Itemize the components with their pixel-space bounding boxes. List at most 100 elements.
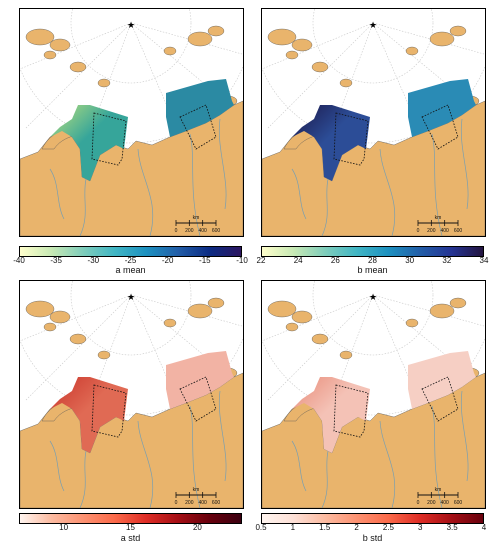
colorbar-b-mean [261, 246, 484, 257]
scale-tick-label: 0 [175, 500, 178, 506]
land-mainland [20, 372, 243, 508]
land-mainland [262, 372, 485, 508]
scale-tick-label: 600 [212, 500, 221, 506]
land-island [311, 61, 329, 73]
region-boxes [91, 376, 217, 438]
rivers [49, 390, 227, 508]
land-island [43, 322, 57, 332]
colorbar-tick-label: 34 [479, 256, 489, 265]
land-island [97, 350, 111, 360]
scale-tick-label: 600 [212, 228, 221, 234]
rivers [291, 118, 469, 236]
scale-tick-label: 400 [440, 228, 449, 234]
colorbar-tick-label: 20 [192, 523, 202, 532]
colorbar-title-b-mean: b mean [357, 265, 388, 275]
land-island [49, 38, 71, 52]
scale-tick-label: 0 [175, 228, 178, 234]
colorbar-tick-label: 1.5 [319, 523, 331, 532]
land-island [285, 50, 299, 60]
colorbar-tick-label: 26 [330, 256, 340, 265]
colorbar-tick-label: -30 [87, 256, 100, 265]
map-b-mean: ★ km 0 200 400 600 [261, 8, 486, 237]
scale-bar: km 0 200 400 600 [175, 487, 221, 506]
colorbar-ticks-a-std: 10 15 20 [19, 523, 242, 535]
data-swath-west [292, 105, 370, 181]
colorbar-tick-label: 0.5 [255, 523, 267, 532]
north-pole-marker: ★ [369, 293, 377, 303]
scale-unit: km [193, 215, 200, 221]
map-a-mean: ★ km 0 200 400 600 [19, 8, 244, 237]
scale-tick-label: 200 [427, 228, 436, 234]
scale-tick-label: 0 [417, 500, 420, 506]
map-b-std: ★ km 0 200 400 600 [261, 280, 486, 509]
colorbar-ticks-b-std: 0.5 1 1.5 2 2.5 3 3.5 4 [255, 523, 486, 535]
colorbar-tick-label: 15 [126, 523, 135, 532]
colorbar-a-std [19, 513, 242, 524]
land-island [49, 310, 71, 324]
scale-unit: km [435, 487, 442, 493]
land-island [449, 297, 467, 309]
land-island [405, 46, 419, 56]
scale-tick-label: 0 [417, 228, 420, 234]
scale-tick-label: 600 [454, 500, 463, 506]
land-island [25, 28, 55, 46]
land-island [285, 322, 299, 332]
scale-tick-label: 400 [440, 500, 449, 506]
rivers [291, 390, 469, 508]
scale-tick-label: 600 [454, 228, 463, 234]
colorbar-tick-label: 24 [293, 256, 303, 265]
land-mainland [262, 100, 485, 236]
data-swath-west [292, 377, 370, 453]
colorbar-tick-label: 22 [256, 256, 266, 265]
colorbar-tick-label: 32 [442, 256, 452, 265]
land-island [267, 300, 297, 318]
land-island [339, 78, 353, 88]
land-island [163, 46, 177, 56]
colorbar-tick-label: 28 [368, 256, 377, 265]
north-pole-marker: ★ [369, 21, 377, 31]
colorbar-tick-label: 2.5 [382, 523, 394, 532]
colorbar-title-a-mean: a mean [115, 265, 146, 275]
region-boxes [91, 104, 217, 166]
region-boxes [333, 104, 459, 166]
land-island [69, 333, 87, 345]
scale-unit: km [435, 215, 442, 221]
scale-bar: km 0 200 400 600 [417, 215, 463, 234]
scale-tick-label: 200 [427, 500, 436, 506]
data-swath-west [50, 105, 128, 181]
land-island [311, 333, 329, 345]
colorbar-tick-label: 3.5 [446, 523, 458, 532]
colorbar-tick-label: -35 [50, 256, 62, 265]
land-island [429, 31, 455, 47]
land-island [187, 31, 213, 47]
map-canvas: ★ km 0 200 400 600 [262, 9, 485, 236]
region-boxes [333, 376, 459, 438]
scale-tick-label: 200 [185, 228, 194, 234]
scale-bar: km 0 200 400 600 [175, 215, 221, 234]
land-mainland [20, 100, 243, 236]
land-island [339, 350, 353, 360]
colorbar-tick-label: -25 [124, 256, 137, 265]
colorbar-tick-label: 30 [405, 256, 415, 265]
colorbar-tick-label: -40 [13, 256, 25, 265]
land-island [25, 300, 55, 318]
scale-tick-label: 400 [198, 500, 207, 506]
land-island [43, 50, 57, 60]
colorbar-a-mean [19, 246, 242, 257]
colorbar-title-b-std: b std [362, 533, 383, 543]
colorbar-tick-label: -20 [161, 256, 174, 265]
colorbar-tick-label: 2 [354, 523, 359, 532]
north-pole-marker: ★ [127, 293, 135, 303]
land-island [97, 78, 111, 88]
scale-tick-label: 200 [185, 500, 194, 506]
land-island [405, 318, 419, 328]
colorbar-title-a-std: a std [120, 533, 141, 543]
scale-tick-label: 400 [198, 228, 207, 234]
land-island [187, 303, 213, 319]
land-island [429, 303, 455, 319]
map-canvas: ★ km 0 200 400 600 [20, 281, 243, 508]
colorbar-tick-label: -10 [236, 256, 248, 265]
colorbar-ticks-b-mean: 22 24 26 28 30 32 34 [257, 256, 489, 268]
map-canvas: ★ km 0 200 400 600 [262, 281, 485, 508]
colorbar-tick-label: -15 [199, 256, 211, 265]
